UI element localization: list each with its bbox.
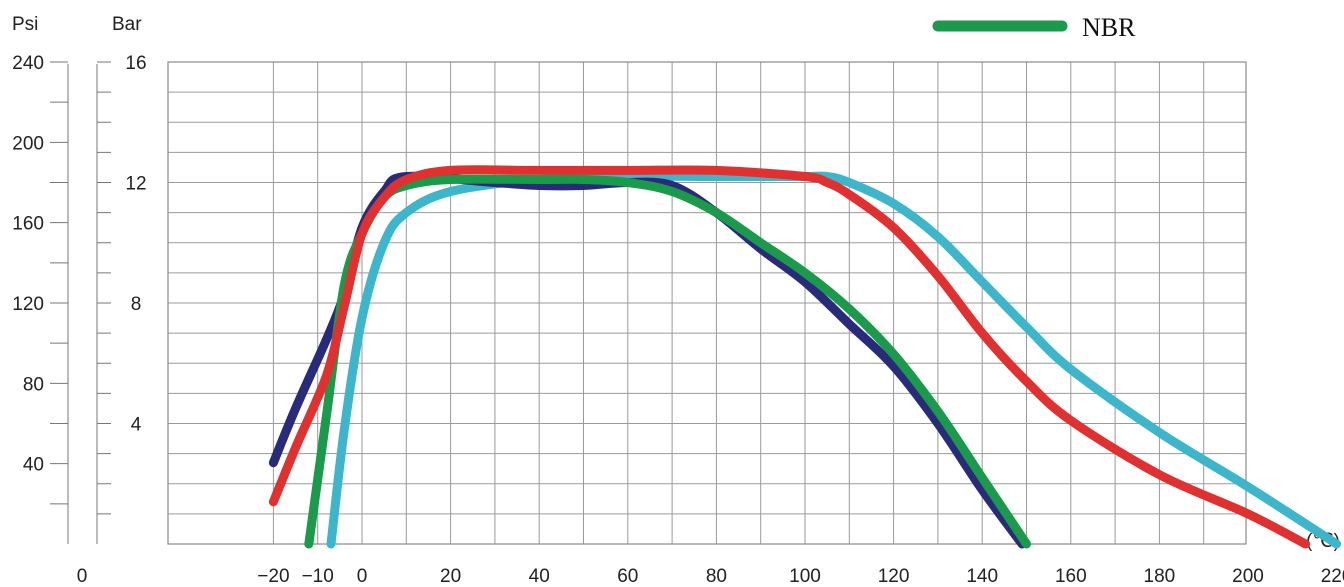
bar-tick-label: 16 bbox=[125, 53, 146, 74]
psi-tick-label: 40 bbox=[23, 455, 44, 476]
axes bbox=[50, 61, 111, 544]
series-line-1 bbox=[268, 165, 1311, 549]
psi-axis-label: Psi bbox=[12, 14, 38, 35]
bar-tick-label: 8 bbox=[131, 294, 142, 315]
psi-tick-label: 240 bbox=[12, 53, 44, 74]
series-line-2 bbox=[304, 174, 1031, 549]
x-tick-label: 180 bbox=[1144, 566, 1176, 587]
x-tick-label: 100 bbox=[789, 566, 821, 587]
psi-tick-label: 80 bbox=[23, 374, 44, 395]
legend-label-nbr: NBR bbox=[1082, 13, 1136, 42]
x-tick-label: 0 bbox=[357, 566, 368, 587]
psi-tick-label: 120 bbox=[12, 294, 44, 315]
plot-frame bbox=[167, 61, 1247, 545]
bar-tick-label: 4 bbox=[131, 415, 142, 436]
x-tick-label: 80 bbox=[706, 566, 727, 587]
x-tick-label: −10 bbox=[302, 566, 334, 587]
x-tick-label: 120 bbox=[878, 566, 910, 587]
x-tick-label: 140 bbox=[966, 566, 998, 587]
x-tick-label: 20 bbox=[440, 566, 461, 587]
bar-tick-label: 12 bbox=[125, 174, 146, 195]
series bbox=[268, 165, 1342, 549]
psi-tick-label: 160 bbox=[12, 214, 44, 235]
x-tick-label: 60 bbox=[617, 566, 638, 587]
x-tick-label: 0 bbox=[77, 566, 88, 587]
grid bbox=[168, 62, 1246, 544]
bar-axis-label: Bar bbox=[112, 14, 142, 35]
x-tick-label: −20 bbox=[257, 566, 289, 587]
legend: NBR bbox=[932, 13, 1136, 42]
x-tick-label: 40 bbox=[529, 566, 550, 587]
x-tick-label: 160 bbox=[1055, 566, 1087, 587]
x-tick-label: 220 bbox=[1321, 566, 1344, 587]
psi-tick-label: 200 bbox=[12, 133, 44, 154]
x-tick-label: 200 bbox=[1232, 566, 1264, 587]
